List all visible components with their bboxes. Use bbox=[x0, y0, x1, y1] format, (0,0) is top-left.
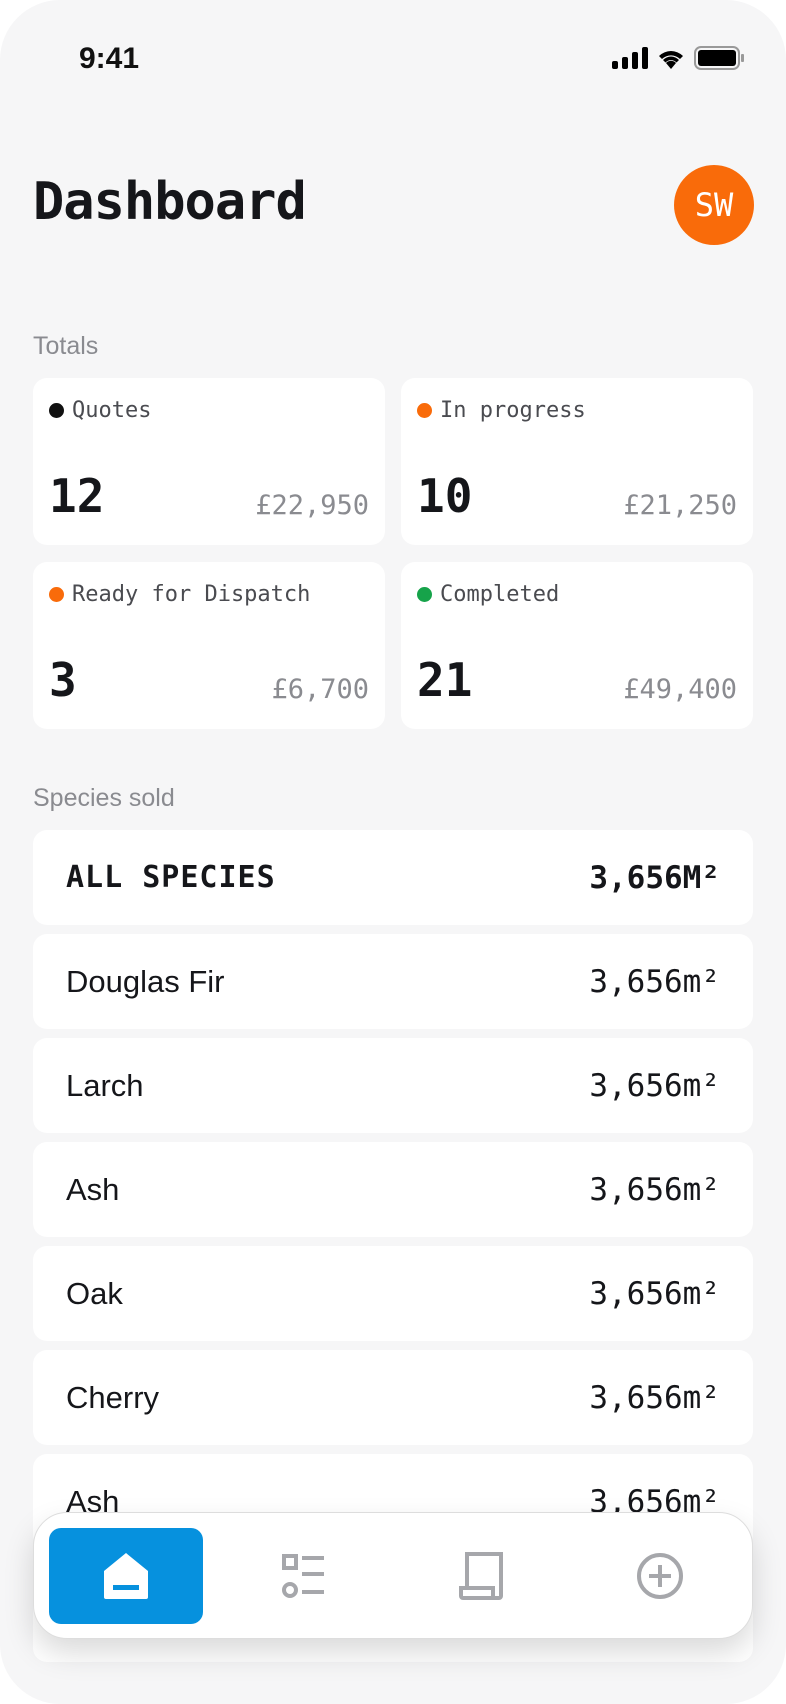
species-row[interactable]: Douglas Fir 3,656m² bbox=[33, 934, 753, 1029]
species-value: 3,656m² bbox=[589, 1171, 720, 1208]
species-label: Species sold bbox=[33, 784, 175, 812]
wifi-icon bbox=[659, 51, 683, 69]
battery-icon bbox=[694, 46, 744, 70]
species-value: 3,656m² bbox=[589, 1067, 720, 1104]
species-name: Oak bbox=[66, 1275, 123, 1311]
total-card[interactable]: Ready for Dispatch 3 £6,700 bbox=[33, 562, 385, 729]
list-icon bbox=[282, 1553, 324, 1598]
card-amount: £22,950 bbox=[255, 490, 369, 521]
status-dot bbox=[49, 587, 64, 602]
species-name: Larch bbox=[66, 1067, 144, 1103]
card-count: 3 bbox=[49, 653, 77, 707]
card-label: In progress bbox=[440, 398, 586, 423]
nav-home[interactable] bbox=[49, 1527, 203, 1624]
card-count: 21 bbox=[417, 653, 473, 707]
home-icon bbox=[104, 1552, 148, 1599]
card-label: Ready for Dispatch bbox=[72, 582, 311, 607]
species-name: Cherry bbox=[66, 1379, 160, 1415]
species-value: 3,656m² bbox=[589, 963, 720, 1000]
species-name: ALL SPECIES bbox=[66, 860, 276, 895]
status-dot bbox=[49, 403, 64, 418]
total-card[interactable]: In progress 10 £21,250 bbox=[401, 378, 753, 545]
status-time: 9:41 bbox=[79, 42, 140, 75]
species-value: 3,656m² bbox=[589, 1379, 720, 1416]
status-dot bbox=[417, 587, 432, 602]
species-value: 3,656M² bbox=[589, 859, 720, 896]
card-label: Completed bbox=[440, 582, 560, 607]
nav-list[interactable] bbox=[227, 1528, 381, 1624]
document-icon bbox=[459, 1551, 503, 1600]
species-row-all[interactable]: ALL SPECIES 3,656M² bbox=[33, 830, 753, 925]
nav-documents[interactable] bbox=[405, 1528, 559, 1624]
page-title: Dashboard bbox=[33, 172, 307, 232]
bottom-nav bbox=[33, 1512, 753, 1639]
signal-icon bbox=[612, 47, 648, 69]
species-name: Douglas Fir bbox=[66, 963, 225, 999]
card-count: 10 bbox=[417, 469, 473, 523]
status-icons bbox=[612, 46, 744, 70]
card-count: 12 bbox=[49, 469, 105, 523]
total-card[interactable]: Completed 21 £49,400 bbox=[401, 562, 753, 729]
species-row[interactable]: Cherry 3,656m² bbox=[33, 1350, 753, 1445]
species-row[interactable]: Ash 3,656m² bbox=[33, 1142, 753, 1237]
species-name: Ash bbox=[66, 1171, 120, 1207]
status-dot bbox=[417, 403, 432, 418]
species-row[interactable]: Larch 3,656m² bbox=[33, 1038, 753, 1133]
avatar[interactable]: SW bbox=[674, 165, 754, 245]
totals-label: Totals bbox=[33, 332, 99, 360]
card-amount: £21,250 bbox=[623, 490, 737, 521]
add-circle-icon bbox=[637, 1552, 683, 1599]
nav-add[interactable] bbox=[583, 1528, 737, 1624]
species-value: 3,656m² bbox=[589, 1275, 720, 1312]
species-row[interactable]: Oak 3,656m² bbox=[33, 1246, 753, 1341]
card-amount: £6,700 bbox=[271, 674, 369, 705]
total-card[interactable]: Quotes 12 £22,950 bbox=[33, 378, 385, 545]
card-amount: £49,400 bbox=[623, 674, 737, 705]
card-label: Quotes bbox=[72, 398, 152, 423]
